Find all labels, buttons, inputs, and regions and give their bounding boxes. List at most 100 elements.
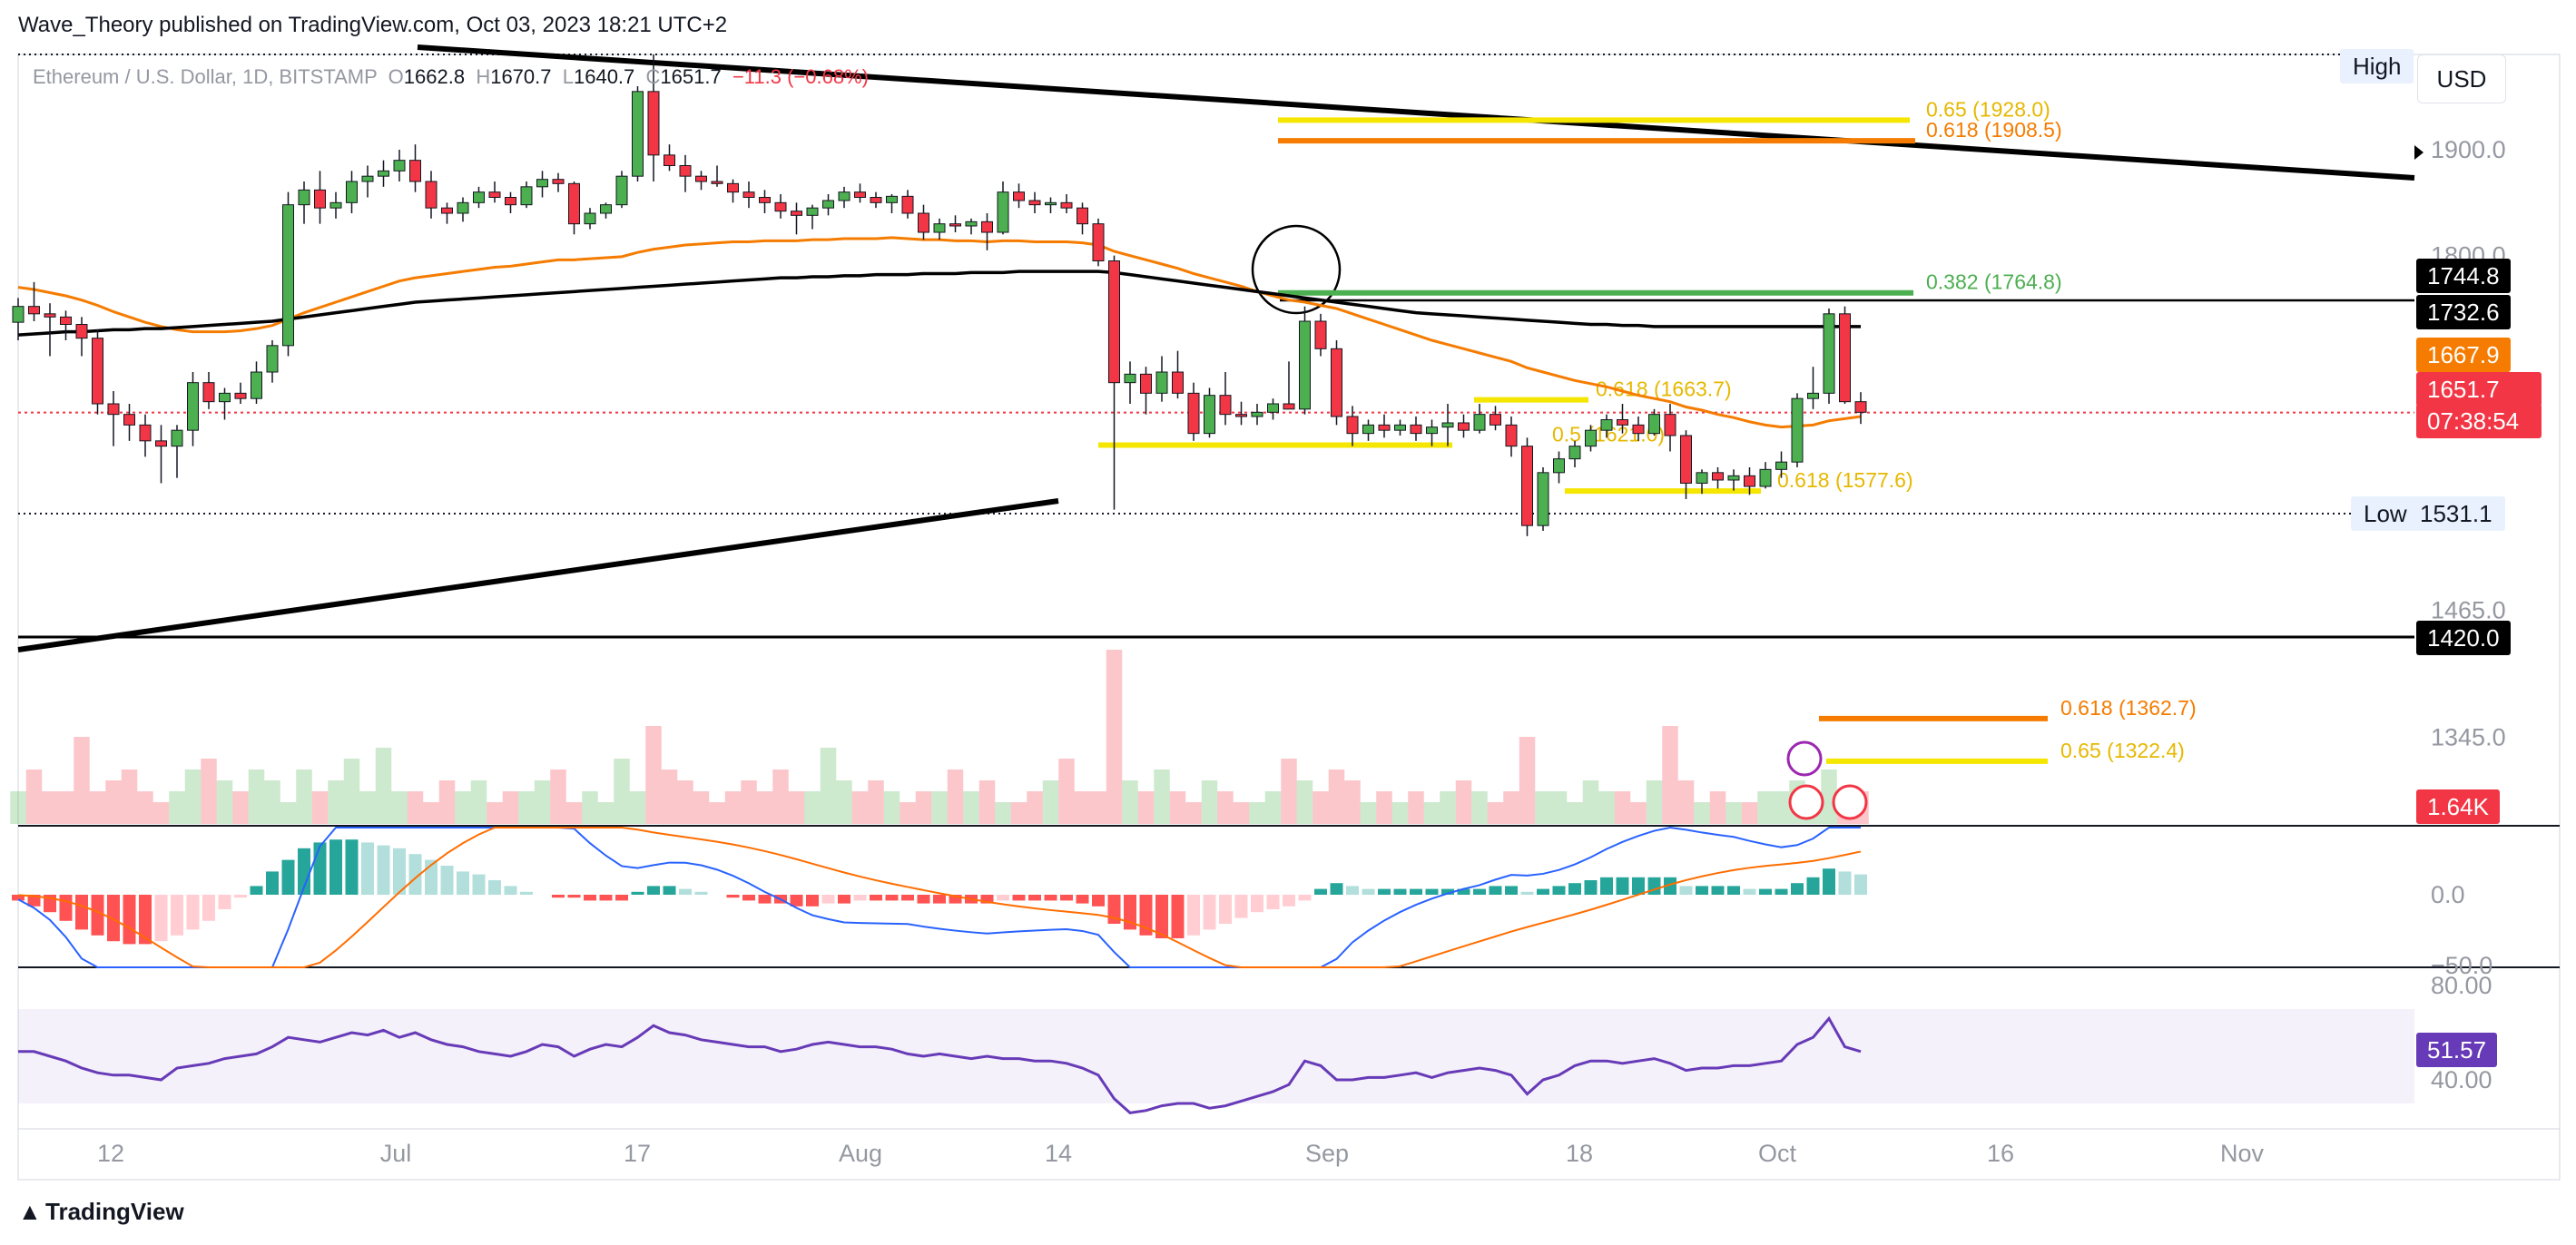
candle-body xyxy=(441,207,453,214)
volume-bar xyxy=(311,791,329,824)
open-label: O xyxy=(388,65,404,88)
macd-histogram-bar xyxy=(1266,895,1280,909)
macd-histogram-bar xyxy=(107,895,120,942)
macd-histogram-bar xyxy=(298,848,310,895)
volume-bar xyxy=(1217,791,1234,824)
candle-body xyxy=(1791,397,1804,463)
macd-histogram-bar xyxy=(1806,877,1820,895)
time-axis-label: Jul xyxy=(380,1140,412,1167)
macd-histogram-bar xyxy=(1346,886,1359,895)
currency-button[interactable]: USD xyxy=(2417,54,2506,103)
macd-histogram-bar xyxy=(1378,888,1391,895)
candle-body xyxy=(314,189,326,209)
volume-bar xyxy=(1455,780,1472,824)
high-label-box: High xyxy=(2340,49,2414,83)
volume-bar xyxy=(121,770,138,824)
candle-body xyxy=(1521,446,1533,526)
volume-bar xyxy=(487,802,503,824)
candle-body xyxy=(1537,472,1549,526)
candle-body xyxy=(251,371,262,399)
volume-bar xyxy=(661,770,678,824)
macd-histogram-bar xyxy=(313,842,327,895)
candle-body xyxy=(266,345,279,373)
volume-bar xyxy=(534,780,551,824)
candle-body xyxy=(822,200,834,209)
macd-histogram-bar xyxy=(1823,868,1835,895)
macd-histogram-bar xyxy=(1139,895,1153,936)
candle-body xyxy=(1204,395,1215,435)
candle-body xyxy=(1585,429,1597,447)
volume-bar xyxy=(1535,791,1551,824)
candle-body xyxy=(1568,446,1581,460)
ma200-line xyxy=(17,270,1861,337)
volume-bar xyxy=(645,726,662,824)
macd-histogram-bar xyxy=(345,839,359,895)
candle-body xyxy=(425,181,438,209)
candle-body xyxy=(1759,468,1772,487)
volume-bar xyxy=(438,780,456,824)
macd-histogram-bar xyxy=(1775,888,1788,895)
candle-body xyxy=(1108,260,1120,384)
candle-body xyxy=(171,429,183,447)
volume-bar xyxy=(772,770,789,824)
volume-bar xyxy=(264,780,280,824)
macd-histogram-bar xyxy=(281,859,295,895)
price-marker-1732: 1732.6 xyxy=(2416,295,2511,329)
high-value: 1670.7 xyxy=(490,65,552,88)
candle-body xyxy=(393,160,406,172)
highlight-circle xyxy=(1251,224,1342,315)
macd-histogram-bar xyxy=(806,895,819,907)
candle-body xyxy=(1664,414,1676,436)
tradingview-logo-icon: ▲ xyxy=(18,1198,42,1225)
candle-body xyxy=(949,223,961,227)
volume-bar xyxy=(963,791,979,824)
candle-body xyxy=(123,414,135,426)
macd-histogram-bar xyxy=(1696,886,1708,895)
candle-body xyxy=(107,403,120,416)
volume-bar xyxy=(10,791,26,824)
volume-bar xyxy=(1344,780,1361,824)
volume-bar xyxy=(502,791,519,824)
macd-histogram-bar xyxy=(1251,895,1263,913)
price-marker-1420: 1420.0 xyxy=(2416,621,2511,655)
rsi-tick-label: 80.00 xyxy=(2431,972,2492,999)
candle-body xyxy=(505,197,516,206)
candle-body xyxy=(1251,411,1263,417)
candle-body xyxy=(346,181,358,203)
macd-histogram-bar xyxy=(1171,895,1185,938)
macd-histogram-bar xyxy=(154,895,168,942)
volume-bar xyxy=(1614,791,1631,824)
macd-histogram-bar xyxy=(75,895,88,930)
candle-body xyxy=(901,195,914,214)
time-axis-label: 16 xyxy=(1987,1140,2014,1167)
close-value: 1651.7 xyxy=(660,65,722,88)
macd-histogram-bar xyxy=(1520,891,1534,895)
macd-histogram-bar xyxy=(377,845,390,895)
volume-bar xyxy=(1709,791,1726,824)
candle-body xyxy=(1362,424,1374,435)
candle-body xyxy=(298,189,310,206)
us-flag-icon xyxy=(1832,784,1868,820)
volume-bar xyxy=(709,802,725,824)
volume-bar xyxy=(74,737,90,824)
candle-body xyxy=(1299,320,1311,410)
rsi-tick-label: 40.00 xyxy=(2431,1066,2492,1093)
volume-bar xyxy=(724,791,742,824)
macd-histogram-bar xyxy=(1187,895,1200,936)
volume-bar xyxy=(931,791,948,824)
volume-bar xyxy=(1503,791,1519,824)
candle-body xyxy=(600,204,612,214)
fib-label: 0.65 (1928.0) xyxy=(1926,97,2050,121)
candle-body xyxy=(742,191,755,199)
candle-body xyxy=(75,324,88,339)
volume-bar xyxy=(1567,802,1583,824)
time-axis-label: 12 xyxy=(97,1140,124,1167)
candle-body xyxy=(1314,320,1327,349)
open-value: 1662.8 xyxy=(403,65,466,88)
macd-histogram-bar xyxy=(584,895,596,901)
macd-histogram-bar xyxy=(488,880,501,895)
tradingview-brand[interactable]: ▲ TradingView xyxy=(18,1198,184,1226)
macd-histogram-bar xyxy=(1060,895,1073,901)
candle-body xyxy=(1013,191,1025,201)
